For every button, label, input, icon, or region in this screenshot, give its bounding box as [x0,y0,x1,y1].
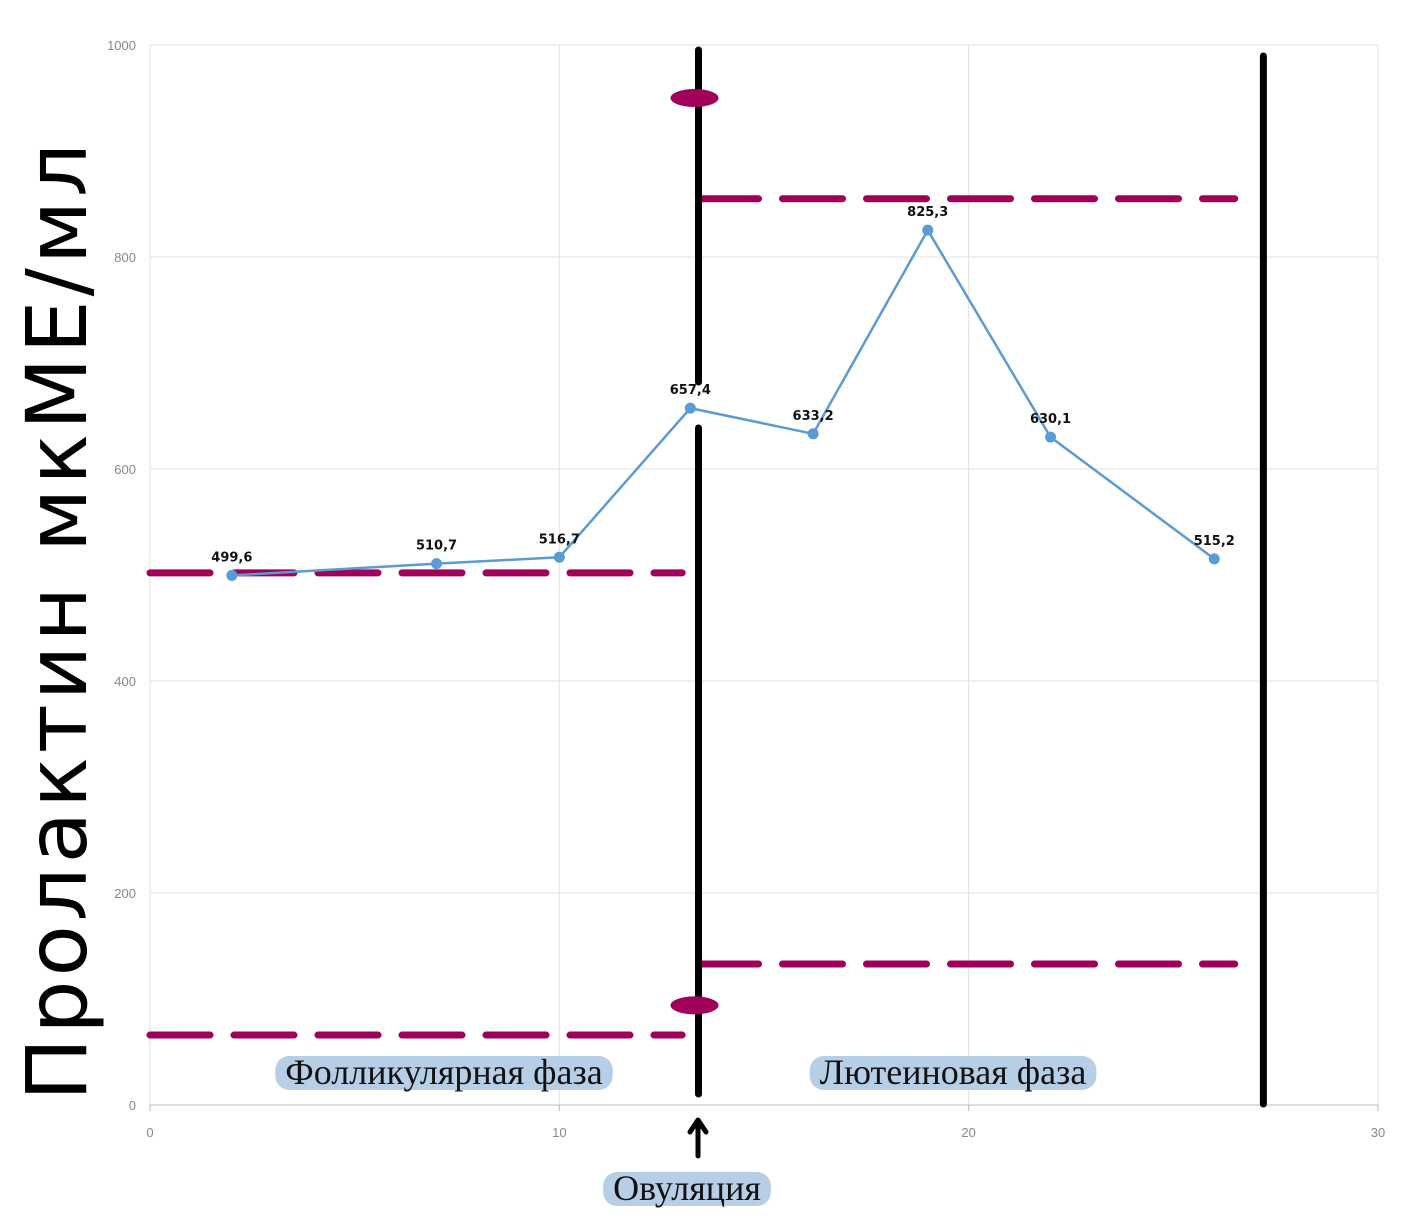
phase-lines [670,46,1267,1108]
y-tick-label: 1000 [107,38,136,53]
ovulation-marker [670,89,719,107]
y-axis-label: Пролактин мкМЕ/мл [8,139,106,1101]
grid [149,44,1379,1106]
ovulation-arrow-icon [687,1117,709,1159]
y-tick-label: 600 [114,462,136,477]
data-label: 499,6 [211,550,252,565]
luteal-label-bg [809,1056,1097,1090]
luteal-phase-label: Лютеиновая фаза [820,1052,1087,1092]
ovulation-label-bg [603,1172,771,1206]
series-prolactin: 499,6 510,7 516,7 657,4 633,2 825,3 630,1 515,2 [211,205,1235,581]
follicular-label-bg [275,1056,613,1090]
data-label: 510,7 [416,539,457,554]
x-tick-label: 0 [146,1125,153,1140]
data-label: 630,1 [1030,412,1071,427]
annotations: Пролактин мкМЕ/мл Фолликулярная фаза Лют… [8,139,1097,1208]
data-label: 657,4 [670,383,711,398]
follicular-phase-label: Фолликулярная фаза [285,1052,602,1092]
y-tick-label: 400 [114,674,136,689]
data-label: 825,3 [907,205,948,220]
reference-ranges [146,195,1239,1039]
axes: 0 200 400 600 800 1000 0 10 20 30 [107,38,1385,1140]
data-label: 633,2 [793,409,834,424]
y-tick-label: 0 [129,1098,136,1113]
x-tick-label: 20 [961,1125,975,1140]
y-tick-label: 800 [114,250,136,265]
data-point [922,224,934,236]
y-tick-label: 200 [114,886,136,901]
x-tick-label: 10 [552,1125,566,1140]
data-label: 515,2 [1194,534,1235,549]
data-point [1045,431,1057,443]
x-tick-label: 30 [1371,1125,1385,1140]
ovulation-marker [670,996,719,1015]
data-point [1208,553,1220,565]
ovulation-label: Овуляция [613,1168,761,1208]
series-line [231,228,1216,577]
data-label: 516,7 [539,532,580,547]
data-point [684,402,696,414]
data-point [431,558,443,570]
data-point [807,428,819,440]
data-point [226,569,238,581]
data-point [553,551,565,563]
